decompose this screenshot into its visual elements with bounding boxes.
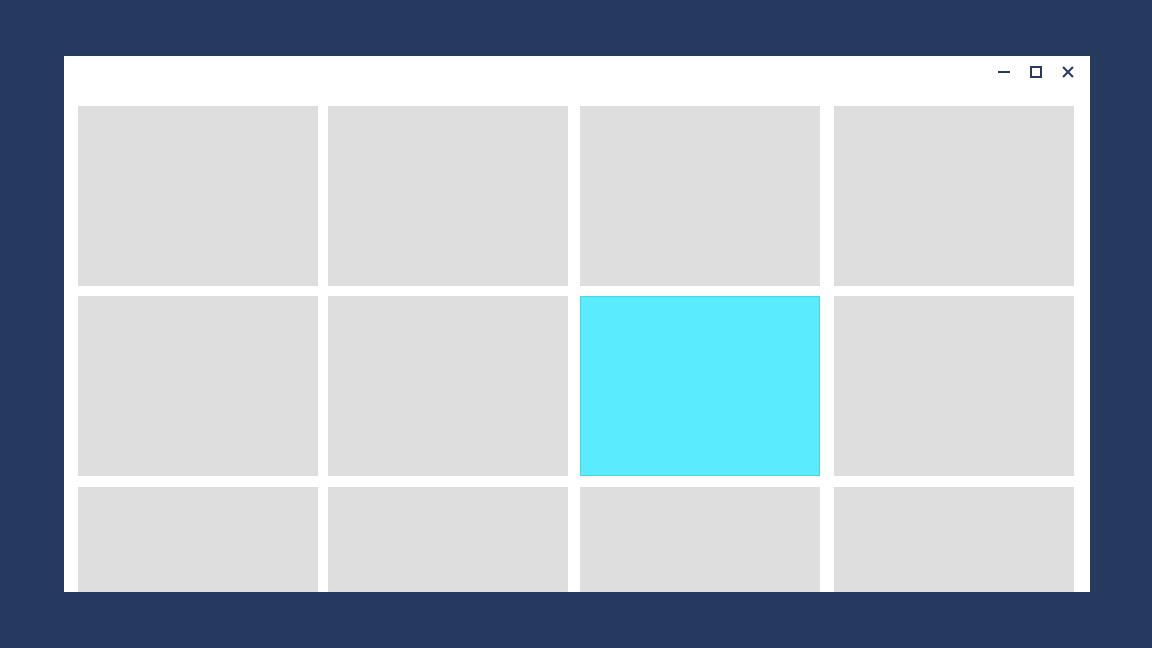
window-controls <box>988 60 1084 84</box>
tile[interactable] <box>328 487 568 592</box>
maximize-icon <box>1030 66 1042 78</box>
close-button[interactable] <box>1052 60 1084 84</box>
tile[interactable] <box>580 487 820 592</box>
tile[interactable] <box>834 487 1074 592</box>
tile-selected[interactable] <box>580 296 820 476</box>
close-icon <box>1062 66 1074 78</box>
tile[interactable] <box>580 106 820 286</box>
tile[interactable] <box>78 487 318 592</box>
tile[interactable] <box>328 296 568 476</box>
tile[interactable] <box>328 106 568 286</box>
minimize-icon <box>998 71 1010 73</box>
app-window <box>64 56 1090 592</box>
maximize-button[interactable] <box>1020 60 1052 84</box>
tile[interactable] <box>78 296 318 476</box>
tile[interactable] <box>834 106 1074 286</box>
tile[interactable] <box>834 296 1074 476</box>
minimize-button[interactable] <box>988 60 1020 84</box>
tile[interactable] <box>78 106 318 286</box>
